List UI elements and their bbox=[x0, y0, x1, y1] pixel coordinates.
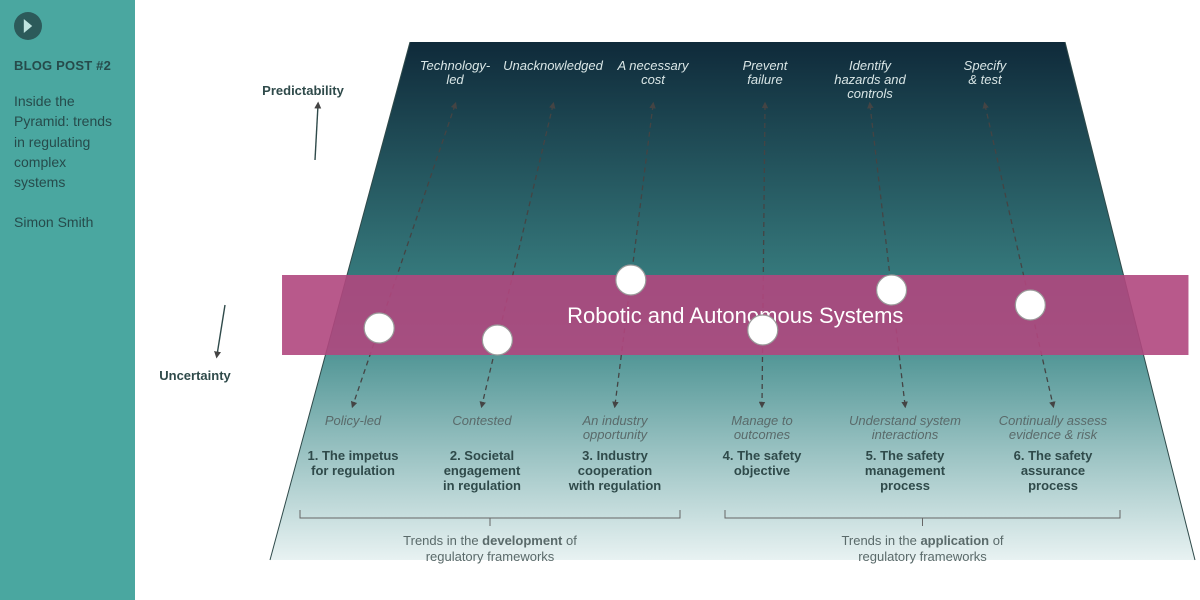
axis-label-bottom: Uncertainty bbox=[159, 368, 231, 383]
column-title-6-l0: 6. The safety bbox=[1014, 448, 1094, 463]
bottom-label-3-l0: An industry bbox=[581, 413, 649, 428]
sidebar: BLOG POST #2 Inside the Pyramid: trends … bbox=[0, 0, 135, 600]
column-title-5-l0: 5. The safety bbox=[866, 448, 946, 463]
column-title-2-l0: 2. Societal bbox=[450, 448, 514, 463]
blog-tag: BLOG POST #2 bbox=[14, 58, 121, 73]
column-title-1-l1: for regulation bbox=[311, 463, 395, 478]
axis-label-top: Predictability bbox=[262, 83, 344, 98]
bottom-label-6-l1: evidence & risk bbox=[1009, 427, 1099, 442]
bottom-label-6-l0: Continually assess bbox=[999, 413, 1108, 428]
column-title-6-l2: process bbox=[1028, 478, 1078, 493]
group-development-label-1: Trends in the development of bbox=[403, 533, 577, 548]
uncertainty-arrow-icon bbox=[217, 305, 225, 355]
top-label-6-l1: & test bbox=[968, 72, 1003, 87]
top-label-1-l1: led bbox=[446, 72, 464, 87]
column-title-4-l0: 4. The safety bbox=[723, 448, 803, 463]
blog-author: Simon Smith bbox=[14, 214, 121, 230]
position-marker-1 bbox=[364, 313, 394, 343]
top-label-4-l0: Prevent bbox=[743, 58, 789, 73]
column-title-5-l2: process bbox=[880, 478, 930, 493]
column-title-6-l1: assurance bbox=[1021, 463, 1085, 478]
top-label-3-l1: cost bbox=[641, 72, 666, 87]
bottom-label-3-l1: opportunity bbox=[583, 427, 649, 442]
bottom-label-4-l1: outcomes bbox=[734, 427, 791, 442]
top-label-4-l1: failure bbox=[747, 72, 782, 87]
bottom-label-1-l0: Policy-led bbox=[325, 413, 382, 428]
position-marker-4 bbox=[748, 315, 778, 345]
next-icon[interactable] bbox=[14, 12, 42, 40]
top-label-5-l1: hazards and bbox=[834, 72, 906, 87]
top-label-6-l0: Specify bbox=[964, 58, 1008, 73]
bottom-label-5-l0: Understand system bbox=[849, 413, 961, 428]
column-title-3-l0: 3. Industry bbox=[582, 448, 649, 463]
ras-band-label: Robotic and Autonomous Systems bbox=[567, 303, 903, 328]
bottom-label-5-l1: interactions bbox=[872, 427, 939, 442]
bottom-label-2-l0: Contested bbox=[452, 413, 512, 428]
column-title-3-l2: with regulation bbox=[568, 478, 662, 493]
column-title-1-l0: 1. The impetus bbox=[307, 448, 398, 463]
bottom-label-4-l0: Manage to bbox=[731, 413, 792, 428]
column-title-2-l2: in regulation bbox=[443, 478, 521, 493]
position-marker-3 bbox=[616, 265, 646, 295]
top-label-1-l0: Technology- bbox=[420, 58, 491, 73]
top-label-2-l0: Unacknowledged bbox=[503, 58, 604, 73]
column-title-4-l1: objective bbox=[734, 463, 790, 478]
predictability-arrow-icon bbox=[315, 105, 318, 160]
column-title-2-l1: engagement bbox=[444, 463, 521, 478]
column-title-3-l1: cooperation bbox=[578, 463, 652, 478]
top-label-5-l0: Identify bbox=[849, 58, 892, 73]
position-marker-5 bbox=[877, 275, 907, 305]
group-application-label-2: regulatory frameworks bbox=[858, 549, 987, 564]
position-marker-2 bbox=[482, 325, 512, 355]
top-label-5-l2: controls bbox=[847, 86, 893, 101]
group-development-label-2: regulatory frameworks bbox=[426, 549, 555, 564]
blog-title: Inside the Pyramid: trends in regulating… bbox=[14, 91, 121, 192]
top-label-3-l0: A necessary bbox=[616, 58, 690, 73]
position-marker-6 bbox=[1015, 290, 1045, 320]
group-application-label-1: Trends in the application of bbox=[841, 533, 1003, 548]
column-title-5-l1: management bbox=[865, 463, 946, 478]
diagram-stage: Predictability Uncertainty Technology-led P… bbox=[135, 0, 1200, 600]
